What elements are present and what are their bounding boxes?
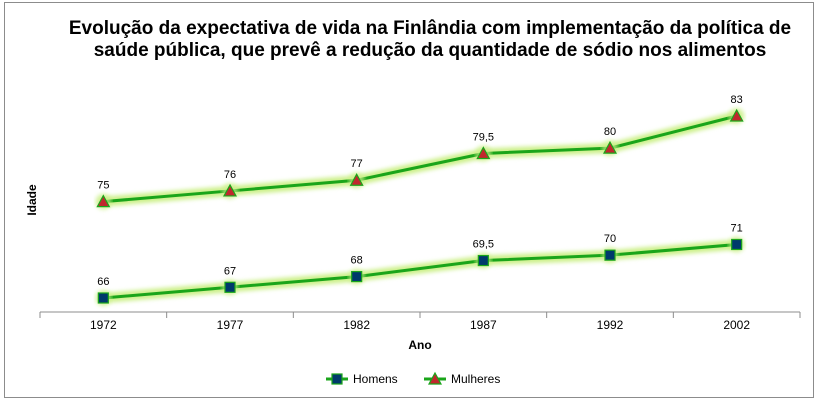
data-point-mulheres: [476, 146, 491, 160]
x-tick-label: 1982: [343, 318, 370, 332]
data-label-homens: 67: [224, 265, 236, 277]
data-point-homens: [224, 281, 236, 293]
series-line-mulheres: [103, 114, 738, 204]
data-point-homens: [731, 238, 743, 251]
data-label-mulheres: 76: [224, 169, 236, 181]
legend-marker: [427, 371, 443, 385]
y-axis-title: Idade: [25, 184, 39, 216]
data-point-homens: [351, 270, 363, 283]
data-point-homens: [97, 292, 109, 304]
data-point-mulheres: [729, 108, 744, 122]
data-point-homens: [477, 254, 489, 267]
data-label-homens: 71: [731, 222, 743, 234]
chart-title: Evolução da expectativa de vida na Finlâ…: [68, 18, 792, 61]
series-glow: [98, 111, 742, 207]
data-label-mulheres: 75: [97, 180, 109, 192]
series-line-homens: [103, 242, 737, 300]
x-axis-title: Ano: [408, 338, 431, 352]
data-label-homens: 70: [604, 233, 616, 245]
legend-item-mulheres: Mulheres: [424, 371, 500, 386]
data-point-mulheres: [349, 172, 364, 186]
data-point-mulheres: [222, 183, 238, 197]
legend-label: Mulheres: [451, 372, 500, 386]
data-point-homens: [604, 249, 616, 261]
x-tick-label: 1992: [597, 318, 624, 332]
data-label-mulheres: 79,5: [473, 131, 494, 143]
x-tick-label: 2002: [723, 318, 750, 332]
data-label-mulheres: 77: [351, 158, 363, 170]
data-label-homens: 66: [97, 276, 109, 288]
legend-marker: [331, 373, 343, 385]
x-tick-label: 1972: [90, 318, 117, 332]
data-label-mulheres: 83: [731, 94, 743, 106]
legend-label: Homens: [353, 372, 398, 386]
x-tick-label: 1987: [470, 318, 497, 332]
data-point-mulheres: [96, 194, 111, 208]
data-point-mulheres: [602, 140, 618, 154]
data-label-mulheres: 80: [604, 126, 616, 138]
x-tick-label: 1977: [217, 318, 244, 332]
data-label-homens: 69,5: [473, 239, 494, 251]
legend-item-homens: Homens: [326, 372, 398, 386]
data-label-homens: 68: [351, 255, 363, 267]
